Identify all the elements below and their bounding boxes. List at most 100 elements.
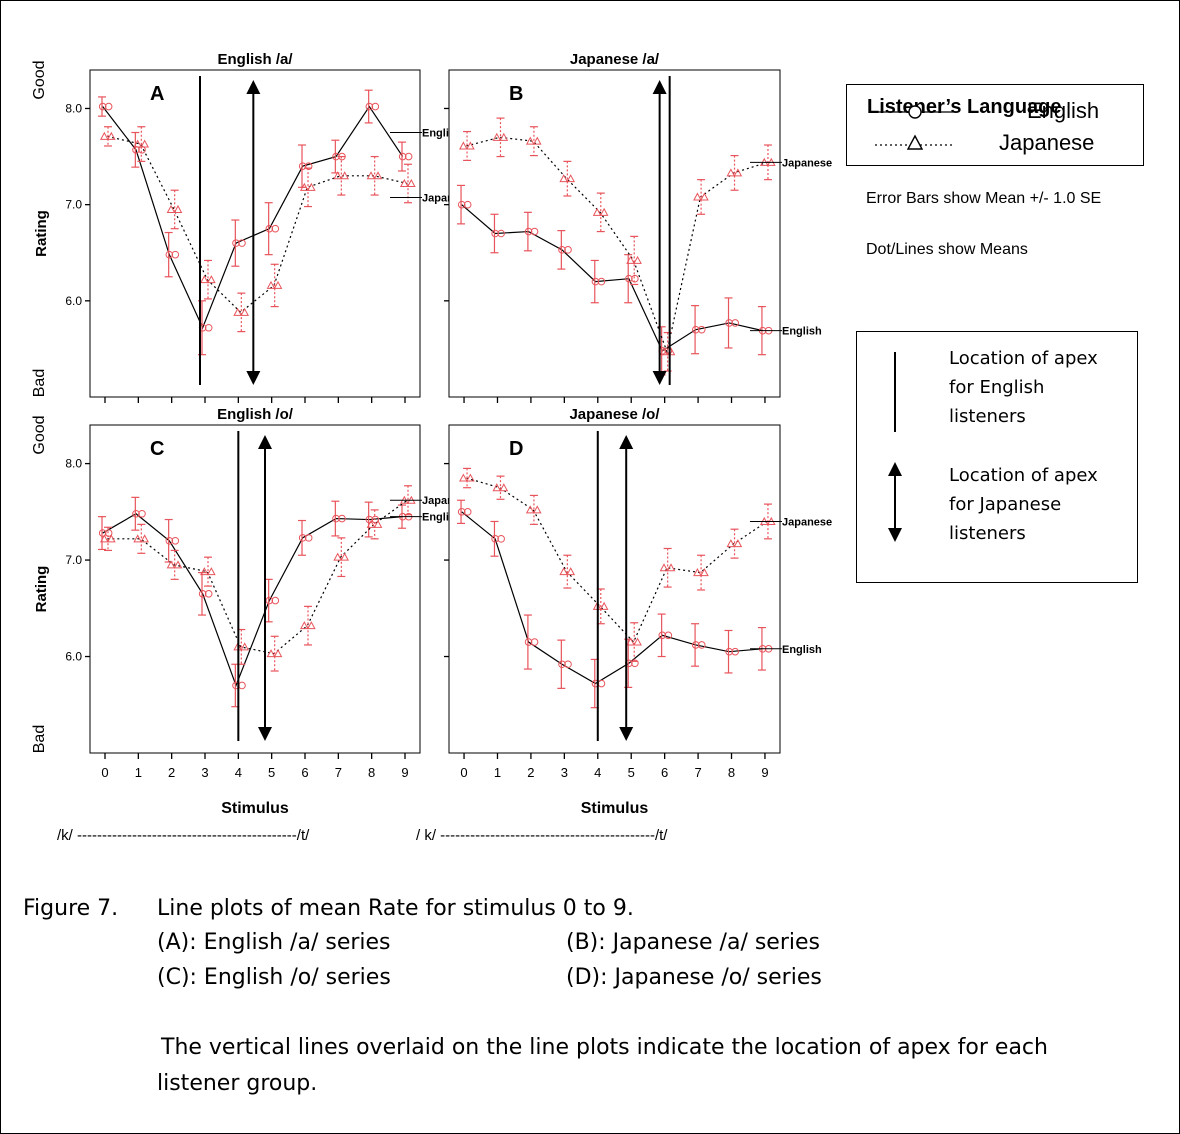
marker-japanese — [373, 171, 383, 180]
marker-english — [171, 536, 180, 545]
end-label-english: English — [782, 326, 822, 338]
marker-english — [524, 638, 533, 646]
marker-japanese — [492, 483, 502, 492]
marker-english — [271, 596, 280, 605]
panel-letter: A — [150, 83, 164, 105]
y-tick-label: 7.0 — [65, 553, 82, 567]
marker-japanese — [166, 560, 176, 569]
panel-title: Japanese /a/ — [570, 51, 660, 68]
marker-japanese — [599, 601, 609, 610]
marker-japanese — [626, 255, 635, 264]
marker-english — [691, 325, 700, 334]
series-english: English — [457, 499, 822, 709]
panel-c: English /o/C 8.0 7.0 6.0 Good Bad Rating 0 1 2 3 4 5… — [31, 406, 472, 844]
x-range-label: /k/ ------------------------------------… — [57, 827, 310, 844]
marker-japanese — [99, 534, 109, 543]
marker-english — [497, 229, 505, 238]
x-tick-label: 5 — [628, 765, 635, 780]
marker-japanese — [173, 560, 183, 569]
marker-japanese — [340, 552, 350, 561]
marker-english — [398, 152, 407, 161]
marker-english — [591, 277, 600, 286]
x-tick-label: 5 — [268, 765, 275, 780]
marker-english — [198, 590, 207, 598]
apex-japanese-arrow-head — [652, 371, 667, 385]
apex-japanese-arrow-head — [246, 80, 261, 94]
marker-japanese — [106, 534, 116, 543]
legend-english-swatch — [875, 105, 955, 119]
marker-japanese — [592, 207, 602, 216]
marker-english — [731, 319, 739, 327]
marker-english — [457, 508, 466, 516]
marker-japanese — [633, 637, 642, 646]
series-line-japanese — [107, 135, 408, 314]
marker-english — [265, 596, 274, 605]
marker-japanese — [306, 182, 316, 191]
x-tick-label: 2 — [527, 765, 534, 780]
marker-japanese — [273, 280, 283, 289]
y-axis-label: Rating — [33, 210, 50, 257]
marker-english — [104, 102, 113, 111]
series-line-english — [461, 204, 763, 352]
marker-japanese — [140, 534, 150, 543]
x-tick-label: 7 — [335, 765, 342, 780]
marker-japanese — [733, 539, 743, 548]
caption-b: (B): Japanese /a/ series — [566, 930, 820, 955]
y-top-label: Good — [31, 415, 48, 454]
marker-japanese — [99, 131, 109, 140]
marker-japanese — [366, 519, 376, 528]
dot-lines-note: Dot/Lines show Means — [866, 241, 1028, 258]
marker-japanese — [466, 473, 475, 482]
panel-a: English /a/A8.07.06.0GoodBadRatingEnglis… — [31, 51, 472, 403]
marker-japanese — [133, 139, 143, 148]
marker-english — [371, 102, 380, 111]
series-english: English — [457, 184, 822, 376]
marker-japanese — [492, 132, 502, 141]
marker-english — [298, 162, 307, 170]
marker-japanese — [700, 568, 709, 577]
marker-japanese — [366, 171, 376, 180]
apex-legend: Location of apex for English listeners L… — [856, 331, 1138, 583]
marker-english — [338, 514, 346, 523]
marker-english — [104, 529, 113, 537]
marker-english — [265, 224, 274, 233]
panel-letter: B — [509, 83, 523, 105]
marker-english — [98, 529, 107, 537]
marker-english — [98, 102, 107, 111]
marker-japanese — [633, 255, 642, 264]
panel-d: Japanese /o/D 0 1 2 3 4 5 6 7 8 9 Stimulus / k/ ----… — [416, 406, 832, 844]
y-tick-label: 8.0 — [65, 457, 82, 471]
panel-title: English /a/ — [217, 51, 293, 68]
x-tick-label: 9 — [401, 765, 408, 780]
marker-english — [304, 162, 313, 170]
series-line-english — [102, 513, 403, 688]
marker-english — [530, 227, 539, 236]
marker-english — [631, 659, 639, 668]
x-tick-label: 1 — [494, 765, 501, 780]
marker-japanese — [733, 168, 743, 177]
caption-text: Line plots of mean Rate for stimulus 0 t… — [157, 896, 634, 921]
marker-japanese — [566, 567, 576, 576]
marker-japanese — [459, 141, 468, 150]
marker-english — [171, 250, 180, 259]
marker-english — [132, 146, 140, 154]
marker-japanese — [266, 280, 276, 289]
marker-english — [697, 325, 706, 334]
marker-japanese — [559, 174, 569, 183]
marker-english — [165, 250, 174, 259]
marker-japanese — [559, 567, 569, 576]
marker-english — [491, 535, 499, 543]
marker-japanese — [525, 136, 535, 145]
series-japanese: Japanese — [99, 485, 472, 672]
y-bottom-label: Bad — [31, 725, 48, 753]
marker-english — [132, 509, 140, 518]
x-tick-label: 0 — [101, 765, 108, 780]
x-tick-label: 1 — [135, 765, 142, 780]
marker-japanese — [700, 192, 709, 201]
marker-japanese — [499, 132, 509, 141]
apex-english-line-icon — [894, 352, 896, 432]
marker-japanese — [525, 505, 535, 514]
marker-japanese — [106, 131, 116, 140]
marker-english — [304, 534, 313, 542]
marker-english — [558, 660, 566, 669]
